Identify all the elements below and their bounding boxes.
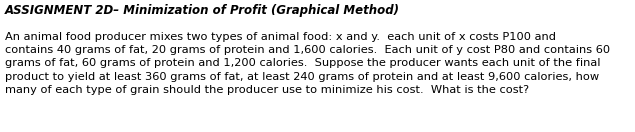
Text: ASSIGNMENT 2D– Minimization of Profit (Graphical Method): ASSIGNMENT 2D– Minimization of Profit (G… xyxy=(5,4,400,17)
Text: An animal food producer mixes two types of animal food: x and y.  each unit of x: An animal food producer mixes two types … xyxy=(5,32,610,95)
